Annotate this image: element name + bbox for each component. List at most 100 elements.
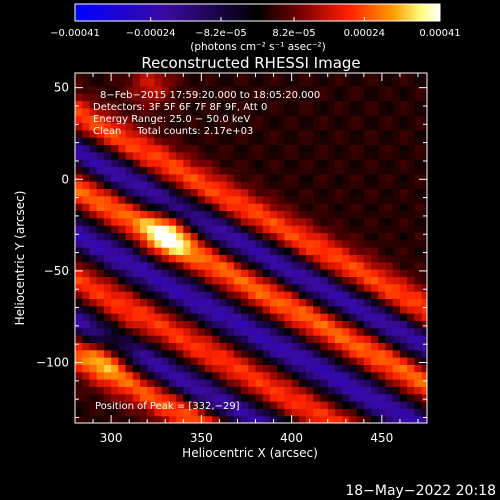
heatmap-cell — [132, 364, 141, 373]
heatmap-cell — [363, 159, 372, 168]
heatmap-cell — [96, 107, 105, 116]
heatmap-cell — [183, 144, 192, 153]
heatmap-cell — [378, 195, 387, 204]
heatmap-cell — [342, 335, 350, 343]
heatmap-cell — [421, 137, 427, 146]
heatmap-cell — [75, 232, 83, 241]
heatmap-cell — [111, 276, 119, 285]
heatmap-cell — [190, 195, 199, 204]
heatmap-cell — [306, 129, 314, 138]
heatmap-cell — [241, 129, 249, 138]
heatmap-cell — [342, 210, 350, 219]
heatmap-cell — [349, 276, 358, 285]
heatmap-cell — [255, 335, 264, 343]
heatmap-cell — [111, 181, 119, 190]
heatmap-cell — [132, 320, 141, 329]
heatmap-cell — [342, 195, 350, 204]
heatmap-cell — [291, 166, 300, 175]
heatmap-cell — [168, 276, 177, 285]
heatmap-cell — [421, 357, 427, 365]
heatmap-cell — [313, 144, 322, 153]
heatmap-cell — [262, 386, 271, 395]
heatmap-cell — [248, 217, 257, 226]
heatmap-cell — [349, 349, 358, 358]
heatmap-cell — [219, 181, 228, 190]
heatmap-cell — [262, 107, 271, 116]
heatmap-cell — [284, 159, 293, 168]
x-tick-label: 350 — [190, 431, 213, 445]
heatmap-cell — [371, 408, 379, 417]
heatmap-cell — [96, 115, 105, 124]
heatmap-cell — [269, 261, 278, 270]
heatmap-cell — [176, 181, 184, 190]
heatmap-cell — [111, 415, 119, 423]
heatmap-cell — [421, 254, 427, 263]
heatmap-cell — [132, 342, 141, 351]
heatmap-cell — [407, 73, 415, 80]
heatmap-cell — [378, 151, 387, 160]
heatmap-cell — [197, 349, 206, 358]
heatmap-cell — [139, 159, 148, 168]
heatmap-cell — [356, 144, 365, 153]
heatmap-cell — [233, 85, 242, 94]
heatmap-cell — [219, 144, 228, 153]
heatmap-cell — [421, 107, 427, 116]
heatmap-cell — [118, 115, 127, 124]
heatmap-cell — [154, 173, 163, 182]
heatmap-cell — [204, 166, 213, 175]
heatmap-cell — [378, 371, 387, 380]
heatmap-cell — [190, 122, 199, 131]
heatmap-cell — [342, 93, 350, 102]
heatmap-cell — [190, 254, 199, 263]
heatmap-cell — [197, 364, 206, 373]
heatmap-cell — [125, 181, 134, 190]
heatmap-cell — [241, 239, 249, 248]
heatmap-cell — [82, 195, 91, 204]
heatmap-cell — [255, 173, 264, 182]
heatmap-cell — [212, 232, 221, 241]
heatmap-cell — [168, 239, 177, 248]
heatmap-cell — [306, 100, 314, 109]
heatmap-cell — [363, 254, 372, 263]
heatmap-cell — [298, 232, 307, 241]
heatmap-cell — [284, 298, 293, 307]
heatmap-cell — [118, 122, 127, 131]
heatmap-cell — [219, 342, 228, 351]
heatmap-cell — [320, 283, 329, 292]
heatmap-cell — [147, 129, 156, 138]
heatmap-cell — [154, 261, 163, 270]
heatmap-cell — [306, 173, 314, 182]
heatmap-cell — [262, 166, 271, 175]
heatmap-cell — [103, 305, 112, 314]
heatmap-cell — [103, 122, 112, 131]
heatmap-cell — [132, 100, 141, 109]
heatmap-cell — [233, 203, 242, 212]
heatmap-cell — [421, 269, 427, 277]
heatmap-cell — [349, 393, 358, 402]
heatmap-cell — [147, 320, 156, 329]
heatmap-cell — [262, 261, 271, 270]
heatmap-cell — [132, 129, 141, 138]
heatmap-cell — [168, 364, 177, 373]
heatmap-cell — [89, 261, 98, 270]
heatmap-cell — [147, 210, 156, 219]
heatmap-cell — [378, 239, 387, 248]
heatmap-cell — [284, 137, 293, 146]
heatmap-cell — [291, 357, 300, 365]
heatmap-cell — [125, 261, 134, 270]
heatmap-cell — [204, 73, 213, 80]
heatmap-cell — [204, 100, 213, 109]
heatmap-cell — [306, 144, 314, 153]
heatmap-cell — [262, 276, 271, 285]
heatmap-cell — [342, 386, 350, 395]
heatmap-cell — [255, 291, 264, 299]
heatmap-cell — [269, 276, 278, 285]
heatmap-cell — [363, 166, 372, 175]
heatmap-cell — [306, 364, 314, 373]
heatmap-cell — [334, 217, 343, 226]
heatmap-cell — [241, 73, 249, 80]
heatmap-cell — [269, 393, 278, 402]
heatmap-cell — [176, 144, 184, 153]
heatmap-cell — [190, 276, 199, 285]
heatmap-cell — [291, 122, 300, 131]
